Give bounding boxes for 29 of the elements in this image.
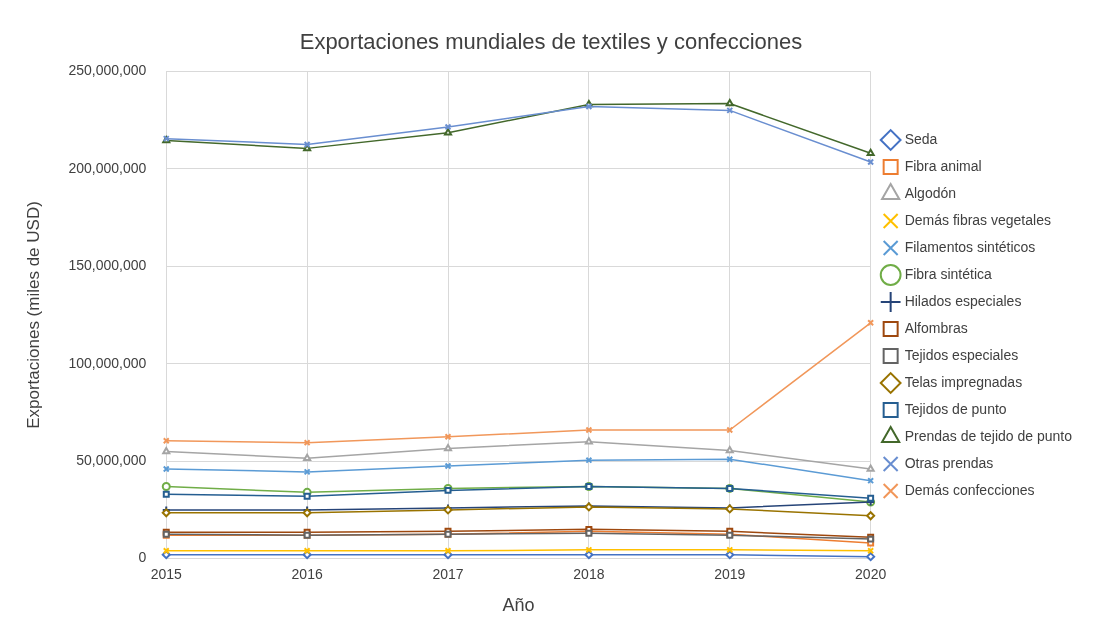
chart-title: Exportaciones mundiales de textiles y confecciones [299, 29, 803, 55]
x-tick-label: 2018 [573, 565, 605, 582]
legend-label: Hilados especiales [904, 292, 1022, 309]
x-tick-label: 2016 [291, 565, 323, 582]
legend-label: Filamentos sintéticos [904, 238, 1036, 255]
y-tick-label: 0 [138, 549, 147, 566]
x-tick-label: 2017 [432, 565, 464, 582]
legend-label: Demás confecciones [904, 481, 1035, 498]
legend-label: Otras prendas [904, 454, 994, 471]
legend-label: Seda [904, 130, 938, 147]
y-tick-label: 200,000,000 [68, 159, 147, 176]
x-tick-label: 2019 [714, 565, 746, 582]
x-tick-label: 2020 [855, 565, 887, 582]
legend-label: Prendas de tejido de punto [904, 427, 1073, 444]
y-tick-label: 100,000,000 [68, 354, 147, 371]
legend-label: Telas impregnadas [904, 373, 1023, 390]
legend-label: Demás fibras vegetales [904, 211, 1051, 228]
y-tick-label: 150,000,000 [68, 257, 147, 274]
y-axis-title: Exportaciones (miles de USD) [23, 201, 43, 429]
x-tick-label: 2015 [150, 565, 183, 582]
y-tick-label: 250,000,000 [68, 62, 147, 79]
legend-label: Algodón [904, 184, 957, 201]
y-tick-label: 50,000,000 [76, 452, 147, 469]
legend-label: Alfombras [904, 319, 968, 336]
x-axis-title: Año [502, 595, 535, 616]
legend-label: Fibra animal [904, 157, 982, 174]
legend-label: Tejidos especiales [904, 346, 1019, 363]
legend-label: Tejidos de punto [904, 400, 1007, 417]
legend-label: Fibra sintética [904, 265, 993, 282]
